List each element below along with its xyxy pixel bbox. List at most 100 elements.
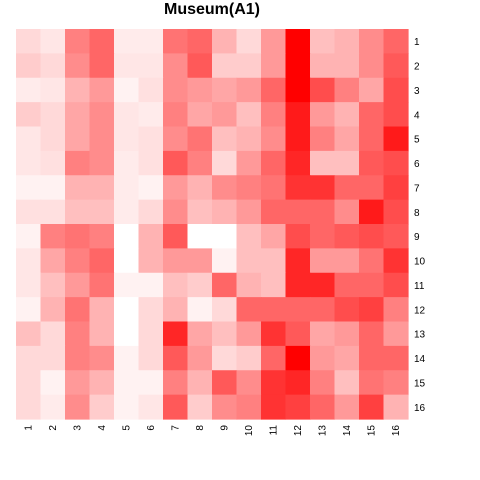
heatmap-cell-r7-c7 [163,175,189,201]
heatmap-cell-r14-c13 [310,345,336,371]
heatmap-cell-r13-c3 [65,321,91,347]
heatmap-cell-r5-c11 [261,126,287,152]
heatmap-cell-r14-c2 [40,345,66,371]
heatmap-cell-r15-c9 [212,370,238,396]
heatmap-cell-r8-c15 [359,199,385,225]
heatmap-cell-r12-c13 [310,297,336,323]
heatmap-cell-r12-c8 [187,297,213,323]
heatmap-cell-r1-c7 [163,29,189,54]
heatmap-cell-r16-c5 [114,394,140,420]
heatmap-cell-r14-c7 [163,345,189,371]
heatmap-cell-r8-c3 [65,199,91,225]
heatmap-cell-r14-c9 [212,345,238,371]
heatmap-cell-r5-c13 [310,126,336,152]
heatmap-cell-r1-c13 [310,29,336,54]
heatmap-cell-r13-c16 [383,321,409,347]
heatmap-cell-r15-c1 [16,370,42,396]
heatmap-cell-r3-c16 [383,77,409,103]
heatmap-cell-r16-c9 [212,394,238,420]
heatmap-cell-r10-c13 [310,248,336,274]
heatmap-cell-r16-c14 [334,394,360,420]
heatmap-cell-r16-c7 [163,394,189,420]
heatmap-cell-r16-c16 [383,394,409,420]
x-tick-label: 16 [391,425,402,437]
heatmap-cell-r5-c1 [16,126,42,152]
heatmap-cell-r3-c3 [65,77,91,103]
heatmap-cell-r4-c16 [383,102,409,128]
heatmap-cell-r3-c15 [359,77,385,103]
heatmap-cell-r10-c4 [89,248,115,274]
heatmap-cell-r11-c4 [89,272,115,298]
heatmap-cell-r11-c5 [114,272,140,298]
heatmap-cell-r4-c5 [114,102,140,128]
heatmap-cell-r6-c11 [261,150,287,176]
heatmap-cell-r8-c8 [187,199,213,225]
heatmap-cell-r3-c10 [236,77,262,103]
heatmap-cell-r2-c13 [310,53,336,79]
heatmap-cell-r9-c5 [114,224,140,249]
heatmap-cell-r5-c2 [40,126,66,152]
heatmap-cell-r5-c9 [212,126,238,152]
heatmap-cell-r4-c8 [187,102,213,128]
heatmap-cell-r1-c16 [383,29,409,54]
heatmap-cell-r8-c11 [261,199,287,225]
heatmap-cell-r7-c8 [187,175,213,201]
heatmap-cell-r16-c1 [16,394,42,420]
heatmap-cell-r6-c12 [285,150,311,176]
heatmap-cell-r6-c6 [138,150,164,176]
heatmap-cell-r4-c4 [89,102,115,128]
heatmap-cell-r6-c14 [334,150,360,176]
chart-title: Museum(A1) [164,1,260,18]
heatmap-cell-r9-c2 [40,224,66,249]
y-tick-label: 4 [414,110,420,121]
heatmap-cell-r3-c1 [16,77,42,103]
heatmap-cell-r2-c8 [187,53,213,79]
heatmap-cell-r7-c2 [40,175,66,201]
heatmap-cell-r11-c13 [310,272,336,298]
heatmap-cell-r5-c15 [359,126,385,152]
x-tick-label: 12 [293,425,304,437]
y-tick-label: 5 [414,135,420,146]
heatmap-cell-r6-c2 [40,150,66,176]
heatmap-cell-r13-c10 [236,321,262,347]
heatmap-cell-r12-c14 [334,297,360,323]
heatmap-cell-r9-c15 [359,224,385,249]
heatmap-cell-r15-c6 [138,370,164,396]
heatmap-cell-r12-c5 [114,297,140,323]
heatmap-cell-r5-c7 [163,126,189,152]
heatmap-cell-r13-c13 [310,321,336,347]
y-tick-label: 8 [414,208,420,219]
heatmap-cell-r6-c4 [89,150,115,176]
y-tick-label: 14 [414,354,426,365]
heatmap-cell-r7-c14 [334,175,360,201]
heatmap-cell-r16-c15 [359,394,385,420]
heatmap-cell-r16-c12 [285,394,311,420]
heatmap-cell-r3-c4 [89,77,115,103]
heatmap-cell-r15-c5 [114,370,140,396]
heatmap-cell-r2-c6 [138,53,164,79]
heatmap-cell-r4-c9 [212,102,238,128]
heatmap-cell-r7-c9 [212,175,238,201]
heatmap-cell-r15-c16 [383,370,409,396]
heatmap-cell-r2-c3 [65,53,91,79]
heatmap-cell-r10-c11 [261,248,287,274]
x-tick-label: 6 [146,425,157,431]
heatmap-cell-r10-c14 [334,248,360,274]
heatmap-cell-r11-c7 [163,272,189,298]
heatmap-cell-r4-c11 [261,102,287,128]
heatmap-cell-r9-c3 [65,224,91,249]
heatmap-cell-r6-c7 [163,150,189,176]
heatmap-cell-r15-c2 [40,370,66,396]
heatmap-cell-r14-c1 [16,345,42,371]
heatmap-cell-r6-c13 [310,150,336,176]
heatmap-cell-r8-c9 [212,199,238,225]
heatmap-cell-r15-c11 [261,370,287,396]
heatmap-cell-r3-c12 [285,77,311,103]
heatmap-cell-r4-c3 [65,102,91,128]
heatmap-cell-r1-c15 [359,29,385,54]
heatmap-cell-r1-c10 [236,29,262,54]
heatmap-cell-r7-c16 [383,175,409,201]
y-tick-label: 15 [414,378,426,389]
heatmap-cell-r9-c12 [285,224,311,249]
heatmap-cell-r12-c15 [359,297,385,323]
